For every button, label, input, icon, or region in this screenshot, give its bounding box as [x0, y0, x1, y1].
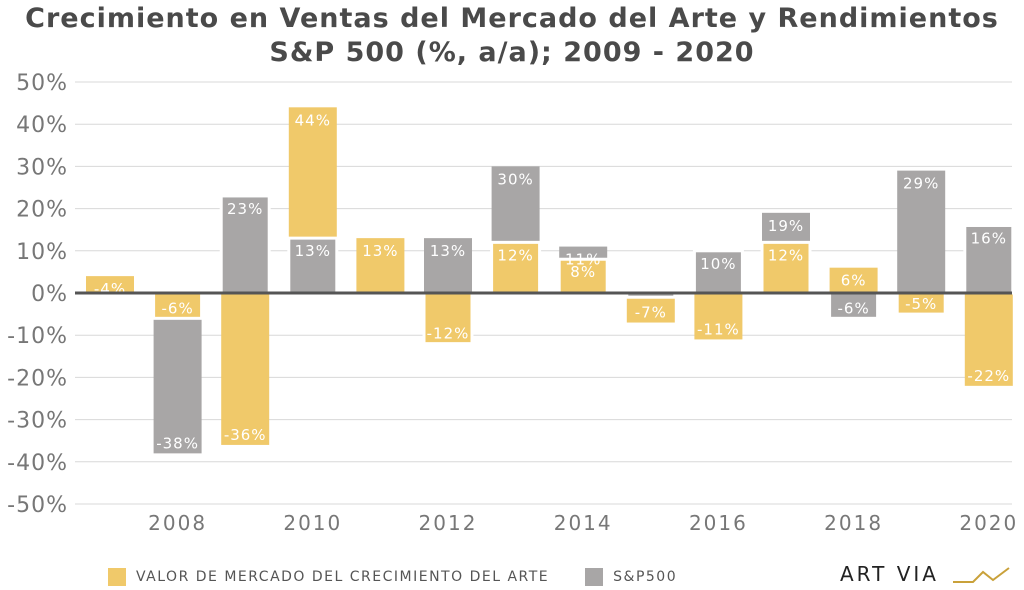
bar-art [221, 293, 270, 445]
bar-art [964, 293, 1013, 386]
data-label: -4% [94, 280, 126, 298]
data-label: 29% [903, 175, 939, 193]
y-tick-label: 10% [16, 240, 68, 265]
bar-sp500 [692, 249, 744, 295]
data-label: -7% [635, 304, 667, 322]
legend-swatch-art [108, 568, 126, 586]
bar-sp500 [424, 238, 472, 293]
y-tick-label: 50% [16, 71, 68, 96]
data-label: -12% [427, 325, 470, 343]
y-tick-label: -40% [7, 451, 68, 476]
data-label: 13% [362, 242, 398, 260]
legend-swatch-sp500 [585, 568, 604, 586]
logo: ART VIA [840, 562, 1011, 586]
x-tick-label: 2014 [554, 511, 613, 535]
data-label: 44% [295, 111, 331, 129]
data-label: -38% [156, 434, 199, 452]
x-tick-label: 2016 [689, 511, 748, 535]
data-label: 16% [971, 229, 1007, 247]
data-label: 6% [841, 272, 867, 290]
x-tick-label: 2012 [419, 511, 478, 535]
y-tick-label: -10% [7, 324, 68, 349]
data-label: 13% [295, 242, 331, 260]
bar-art [86, 276, 134, 293]
y-tick-label: 20% [16, 198, 68, 223]
bar-sp500 [219, 194, 271, 295]
data-label: -5% [905, 295, 937, 313]
legend: VALOR DE MERCADO DEL CRECIMIENTO DEL ART… [108, 568, 677, 586]
legend-label-sp500: S&P500 [613, 569, 678, 585]
y-tick-label: -50% [7, 493, 68, 518]
bar-sp500 [897, 170, 946, 293]
bar-sp500 [828, 291, 880, 320]
y-tick-label: -20% [7, 366, 68, 391]
data-label: -36% [224, 426, 267, 444]
x-tick-label: 2010 [283, 511, 342, 535]
bar-art [760, 240, 812, 295]
y-tick-label: 40% [16, 113, 68, 138]
y-tick-label: 30% [16, 155, 68, 180]
data-label: 23% [227, 200, 263, 218]
y-tick-label: 0% [31, 282, 68, 307]
chart-title: Crecimiento en Ventas del Mercado del Ar… [25, 3, 999, 68]
x-tick-label: 2008 [148, 511, 207, 535]
x-tick-label: 2020 [959, 511, 1018, 535]
bar-art [356, 238, 405, 293]
bar-art [694, 293, 743, 340]
x-tick-label: 2018 [824, 511, 883, 535]
data-label: 30% [497, 170, 533, 188]
data-label: 10% [700, 255, 736, 273]
data-label: -6% [161, 299, 193, 317]
y-tick-label: -30% [7, 409, 68, 434]
legend-label-art: VALOR DE MERCADO DEL CRECIMIENTO DEL ART… [136, 569, 550, 585]
data-label: -22% [967, 367, 1010, 385]
data-label: 11% [565, 251, 601, 269]
bar-art [490, 240, 542, 295]
logo-text: ART VIA [840, 562, 939, 586]
data-label: -11% [697, 320, 740, 338]
data-label: -6% [837, 299, 869, 317]
bar-art [557, 257, 609, 295]
data-label: 12% [497, 246, 533, 264]
bar-art [829, 267, 878, 293]
data-label: 13% [430, 242, 466, 260]
data-label: 19% [768, 217, 804, 235]
data-label: 8% [570, 263, 596, 281]
logo-mark-icon [952, 567, 1010, 583]
bar-art [422, 291, 474, 346]
data-label: 12% [768, 246, 804, 264]
